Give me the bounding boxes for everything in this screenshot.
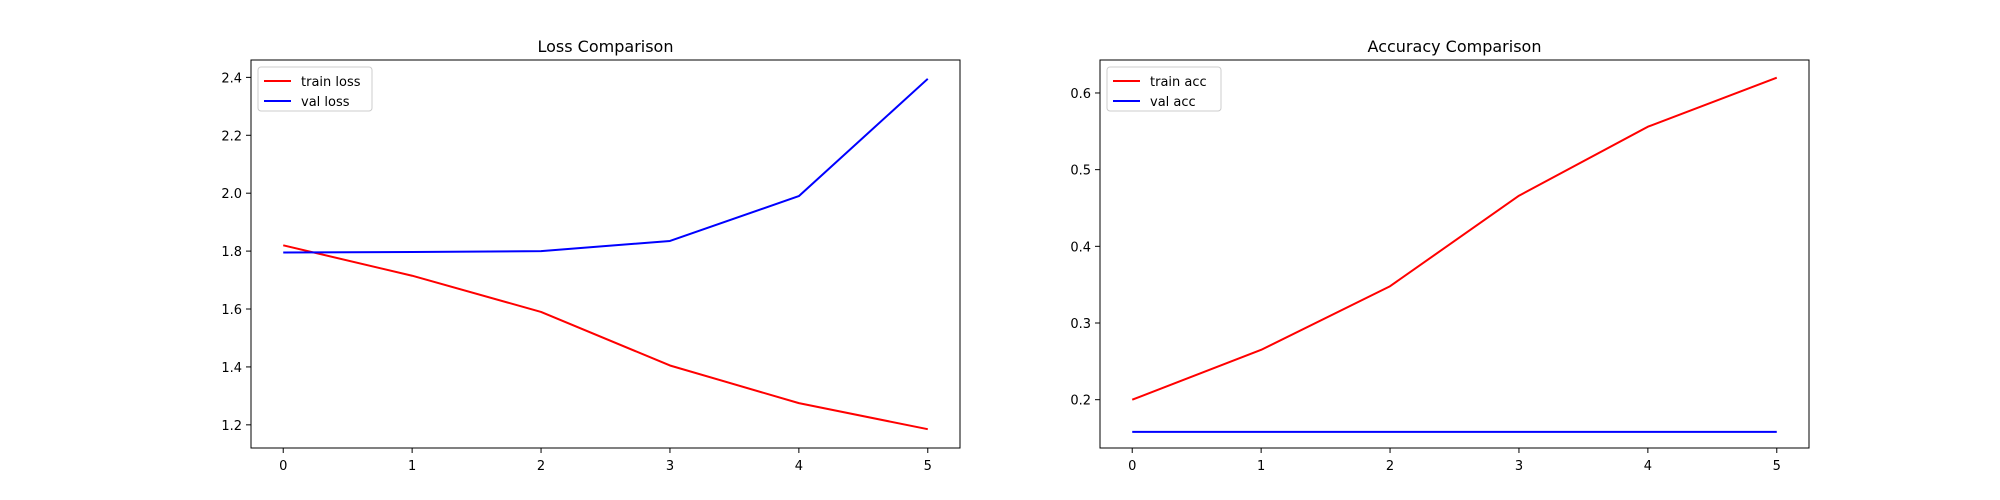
x-tick-label: 5 <box>924 459 932 474</box>
x-tick-label: 4 <box>1644 459 1652 474</box>
series-line-train-loss <box>283 244 928 431</box>
y-tick-label: 0.6 <box>1070 87 1091 102</box>
legend-label: val loss <box>301 95 350 110</box>
legend-label: val acc <box>1150 95 1196 110</box>
y-tick-label: 2.2 <box>221 129 242 144</box>
y-tick-label: 1.6 <box>221 303 242 318</box>
x-tick-label: 0 <box>1128 459 1136 474</box>
x-tick-label: 3 <box>666 459 674 474</box>
x-tick-label: 1 <box>408 459 416 474</box>
x-tick-label: 1 <box>1257 459 1265 474</box>
chart-panel-1: Accuracy Comparison 0 1 2 3 4 5 0.2 0.3 0.4 0.5 0.6… <box>1070 37 1810 474</box>
legend-label: train acc <box>1150 75 1207 90</box>
y-tick-label: 0.2 <box>1070 394 1091 409</box>
x-tick-label: 0 <box>279 459 287 474</box>
y-tick-label: 1.2 <box>221 419 242 434</box>
chart-panel-0: Loss Comparison 0 1 2 3 4 5 1.2 1.4 1.6 1.8 2.0 2.2 2… <box>221 37 961 474</box>
y-tick-label: 0.3 <box>1070 317 1091 332</box>
legend: train acc val acc <box>1106 66 1222 112</box>
x-tick-label: 2 <box>537 459 545 474</box>
x-tick-label: 2 <box>1386 459 1394 474</box>
plot-frame <box>1099 59 1810 449</box>
plot-frame <box>250 59 961 449</box>
series-line-val-loss <box>283 78 929 254</box>
y-tick-label: 0.4 <box>1070 240 1091 255</box>
chart-title: Accuracy Comparison <box>1368 37 1542 56</box>
chart-title: Loss Comparison <box>538 37 674 56</box>
x-tick-label: 5 <box>1773 459 1781 474</box>
y-tick-label: 0.5 <box>1070 164 1091 179</box>
legend-label: train loss <box>301 75 361 90</box>
y-tick-label: 1.4 <box>221 361 242 376</box>
y-tick-label: 2.0 <box>221 187 242 202</box>
y-tick-label: 1.8 <box>221 245 242 260</box>
y-tick-label: 2.4 <box>221 71 242 86</box>
series-line-train-acc <box>1131 76 1778 401</box>
legend: train loss val loss <box>257 66 373 112</box>
x-tick-label: 3 <box>1515 459 1523 474</box>
x-tick-label: 4 <box>795 459 803 474</box>
